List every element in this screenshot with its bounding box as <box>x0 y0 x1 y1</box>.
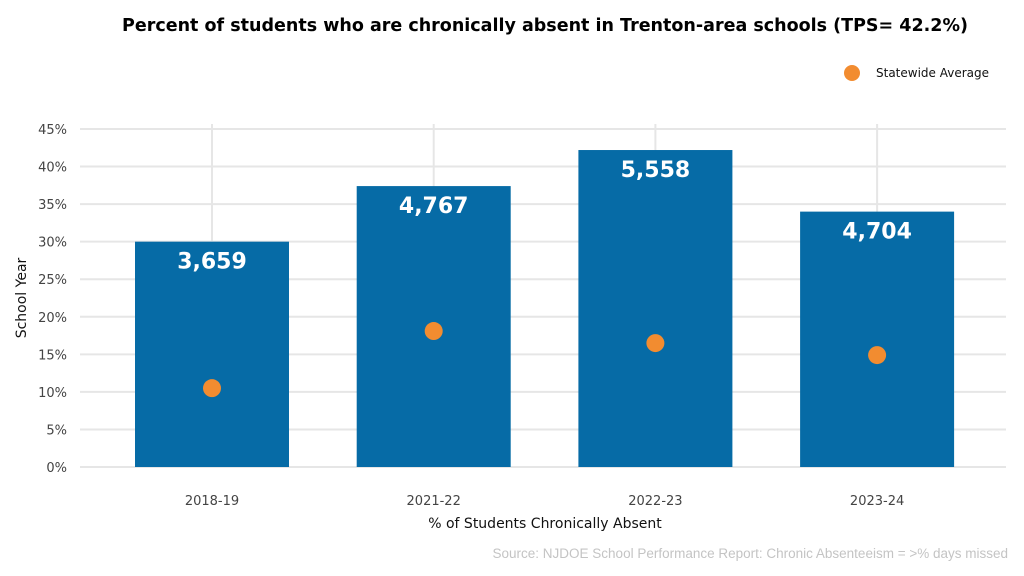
bar-2023-24 <box>800 211 955 467</box>
x-axis-ticks: 2018-19 2021-22 2022-23 2023-24 <box>185 494 904 509</box>
y-tick-label: 5% <box>46 423 67 438</box>
statewide-point-2018-19 <box>203 379 221 398</box>
bar-label-2022-23: 5,558 <box>621 158 691 183</box>
y-axis-label: School Year <box>14 257 30 338</box>
y-axis-ticks: 0% 5% 10% 15% 20% 25% 30% 35% 40% 45% <box>38 123 67 476</box>
statewide-points <box>203 322 887 398</box>
bar-2018-19 <box>135 241 289 467</box>
bars: 3,659 4,767 5,558 4,704 <box>135 150 955 467</box>
y-tick-label: 15% <box>38 348 67 363</box>
statewide-point-2021-22 <box>424 322 443 341</box>
x-tick-label: 2022-23 <box>628 494 682 509</box>
legend: Statewide Average <box>844 65 989 81</box>
y-tick-label: 20% <box>38 311 67 326</box>
source-note: Source: NJDOE School Performance Report:… <box>493 546 1008 561</box>
y-tick-label: 25% <box>38 273 67 288</box>
y-tick-label: 0% <box>46 461 67 476</box>
bar-label-2021-22: 4,767 <box>399 194 469 219</box>
y-tick-label: 10% <box>38 386 67 401</box>
bar-2022-23 <box>578 150 733 467</box>
x-tick-label: 2018-19 <box>185 494 239 509</box>
x-tick-label: 2021-22 <box>407 494 461 509</box>
y-tick-label: 45% <box>38 123 67 138</box>
x-tick-label: 2023-24 <box>850 494 904 509</box>
y-tick-label: 30% <box>38 236 67 251</box>
statewide-point-2023-24 <box>868 346 887 365</box>
bar-label-2023-24: 4,704 <box>842 220 912 245</box>
legend-marker-statewide <box>844 65 860 81</box>
statewide-point-2022-23 <box>646 334 665 353</box>
x-axis-label: % of Students Chronically Absent <box>428 516 662 532</box>
chart-title: Percent of students who are chronically … <box>122 16 968 36</box>
y-tick-label: 35% <box>38 198 67 213</box>
bar-label-2018-19: 3,659 <box>177 250 247 275</box>
legend-label-statewide: Statewide Average <box>876 66 989 80</box>
y-tick-label: 40% <box>38 161 67 176</box>
